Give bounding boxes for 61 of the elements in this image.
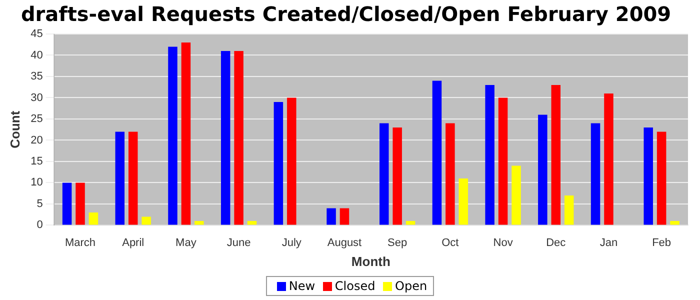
bar xyxy=(604,93,614,225)
bar xyxy=(115,132,125,225)
bar xyxy=(644,127,653,225)
y-tick-label: 25 xyxy=(30,113,43,126)
bar xyxy=(142,216,151,225)
bar xyxy=(194,220,204,225)
bar xyxy=(380,123,389,225)
legend-label: Open xyxy=(395,279,428,293)
x-axis-title: Month xyxy=(351,254,390,269)
y-tick-label: 45 xyxy=(30,28,43,40)
bar xyxy=(432,80,442,225)
bar xyxy=(326,208,336,225)
bar xyxy=(88,212,98,225)
x-tick-label: Sep xyxy=(388,236,408,249)
x-tick-label: April xyxy=(122,236,144,249)
bar xyxy=(168,46,178,225)
x-tick-label: May xyxy=(176,236,197,249)
y-tick-label: 35 xyxy=(30,70,43,83)
bar xyxy=(590,123,600,225)
x-tick-label: July xyxy=(282,236,302,249)
bar xyxy=(220,50,230,225)
bar xyxy=(392,127,402,225)
bar xyxy=(551,84,561,225)
y-tick-label: 0 xyxy=(36,219,43,232)
bar xyxy=(564,195,574,225)
bar xyxy=(62,182,72,225)
x-tick-label: June xyxy=(226,236,251,249)
bar xyxy=(512,166,521,225)
bar xyxy=(485,84,494,225)
x-tick-label: Nov xyxy=(493,236,514,249)
bar xyxy=(274,102,284,225)
bar xyxy=(446,123,455,225)
bar xyxy=(538,114,548,225)
bar xyxy=(458,178,468,225)
bar xyxy=(76,182,85,225)
chart-title: drafts-eval Requests Created/Closed/Open February 2009 xyxy=(20,2,672,26)
bar xyxy=(287,98,296,225)
x-tick-label: August xyxy=(327,236,362,249)
y-tick-label: 20 xyxy=(30,134,43,146)
y-tick-label: 10 xyxy=(30,176,43,189)
y-tick-label: 5 xyxy=(36,198,43,210)
legend-label: Closed xyxy=(334,279,376,293)
bar xyxy=(340,208,350,225)
bar xyxy=(406,220,416,225)
x-tick-label: Feb xyxy=(652,236,672,249)
bar xyxy=(234,50,244,225)
x-tick-label: Dec xyxy=(546,236,566,249)
bar xyxy=(670,220,680,225)
y-tick-label: 30 xyxy=(30,92,43,104)
x-tick-label: Jan xyxy=(600,236,618,249)
bar xyxy=(247,220,257,225)
bar xyxy=(498,98,508,225)
x-tick-label: March xyxy=(64,236,96,249)
y-tick-label: 15 xyxy=(30,156,43,168)
legend-label: New xyxy=(288,279,316,293)
y-axis-title: Count xyxy=(7,110,22,148)
y-tick-label: 40 xyxy=(30,49,43,62)
bar xyxy=(656,132,666,225)
bar xyxy=(181,42,191,225)
bar xyxy=(128,132,138,225)
x-tick-label: Oct xyxy=(442,236,459,249)
